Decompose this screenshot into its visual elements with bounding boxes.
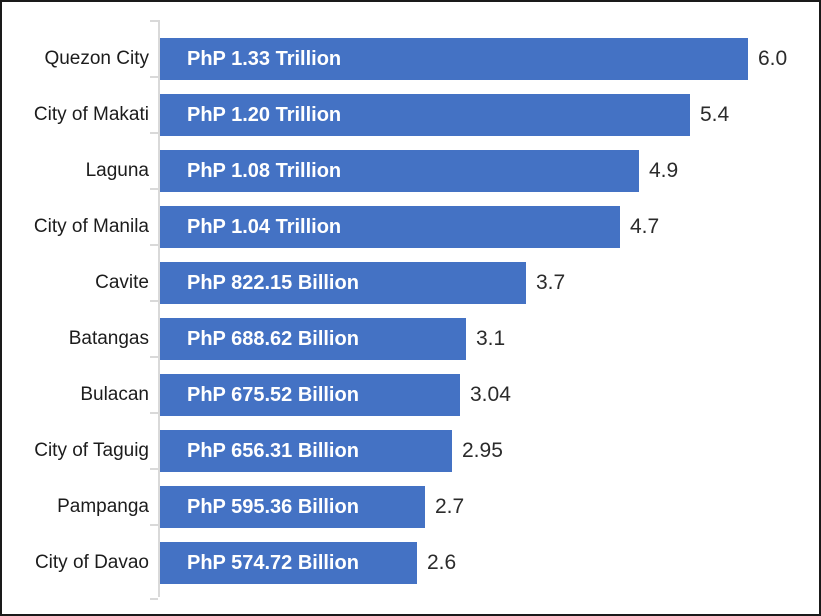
bar-value-text: PhP 1.20 Trillion <box>187 104 342 126</box>
data-label: 4.9 <box>649 159 679 182</box>
bar-value-text: PhP 688.62 Billion <box>187 328 359 350</box>
bar-value-text: PhP 595.36 Billion <box>187 496 359 518</box>
bar-row: Pampanga PhP 595.36 Billion 2.7 <box>2 486 819 528</box>
bar-value-text: PhP 656.31 Billion <box>187 440 359 462</box>
bar[interactable]: PhP 595.36 Billion <box>160 486 425 528</box>
category-label: City of Davao <box>34 552 149 573</box>
category-label: Bulacan <box>80 384 149 405</box>
data-label: 3.04 <box>470 383 511 406</box>
axis-tick <box>150 598 158 600</box>
bar-value-text: PhP 1.33 Trillion <box>187 48 342 70</box>
data-label: 5.4 <box>700 103 730 126</box>
data-label: 4.7 <box>630 215 660 238</box>
data-label: 3.7 <box>536 271 566 294</box>
bar-value-text: PhP 1.08 Trillion <box>187 160 342 182</box>
bar-row: Batangas PhP 688.62 Billion 3.1 <box>2 318 819 360</box>
bar[interactable]: PhP 1.20 Trillion <box>160 94 690 136</box>
bar-row: Cavite PhP 822.15 Billion 3.7 <box>2 262 819 304</box>
bar-row: City of Makati PhP 1.20 Trillion 5.4 <box>2 94 819 136</box>
category-label: City of Makati <box>33 104 149 125</box>
bar[interactable]: PhP 656.31 Billion <box>160 430 452 472</box>
bar-value-text: PhP 574.72 Billion <box>187 552 359 574</box>
bar[interactable]: PhP 1.04 Trillion <box>160 206 620 248</box>
axis-tick <box>150 300 158 302</box>
axis-tick <box>150 76 158 78</box>
category-axis-line <box>158 20 160 597</box>
axis-tick <box>150 412 158 414</box>
axis-tick <box>150 524 158 526</box>
category-label: City of Taguig <box>34 440 149 461</box>
axis-tick <box>150 132 158 134</box>
bar[interactable]: PhP 1.08 Trillion <box>160 150 639 192</box>
category-label: Pampanga <box>57 496 149 517</box>
bar-value-text: PhP 1.04 Trillion <box>187 216 342 238</box>
axis-tick <box>150 468 158 470</box>
bar-value-text: PhP 675.52 Billion <box>187 384 359 406</box>
bar[interactable]: PhP 574.72 Billion <box>160 542 417 584</box>
data-label: 3.1 <box>476 327 506 350</box>
data-label: 2.7 <box>435 495 465 518</box>
bar-row: Bulacan PhP 675.52 Billion 3.04 <box>2 374 819 416</box>
data-label: 2.95 <box>462 439 503 462</box>
bar-row: City of Manila PhP 1.04 Trillion 4.7 <box>2 206 819 248</box>
data-label: 6.0 <box>758 47 788 70</box>
category-label: City of Manila <box>33 216 149 237</box>
bar[interactable]: PhP 688.62 Billion <box>160 318 466 360</box>
bar[interactable]: PhP 675.52 Billion <box>160 374 460 416</box>
bar-row: Laguna PhP 1.08 Trillion 4.9 <box>2 150 819 192</box>
category-label: Batangas <box>68 328 149 349</box>
bar[interactable]: PhP 1.33 Trillion <box>160 38 748 80</box>
category-label: Cavite <box>95 272 149 293</box>
axis-tick <box>150 356 158 358</box>
bar-row: Quezon City PhP 1.33 Trillion 6.0 <box>2 38 819 80</box>
axis-tick <box>150 20 158 22</box>
data-label: 2.6 <box>427 551 457 574</box>
category-label: Laguna <box>85 160 149 181</box>
category-label: Quezon City <box>44 48 149 69</box>
bar[interactable]: PhP 822.15 Billion <box>160 262 526 304</box>
axis-tick <box>150 244 158 246</box>
axis-tick <box>150 188 158 190</box>
bar-row: City of Davao PhP 574.72 Billion 2.6 <box>2 542 819 584</box>
bar-row: City of Taguig PhP 656.31 Billion 2.95 <box>2 430 819 472</box>
bar-value-text: PhP 822.15 Billion <box>187 272 359 294</box>
